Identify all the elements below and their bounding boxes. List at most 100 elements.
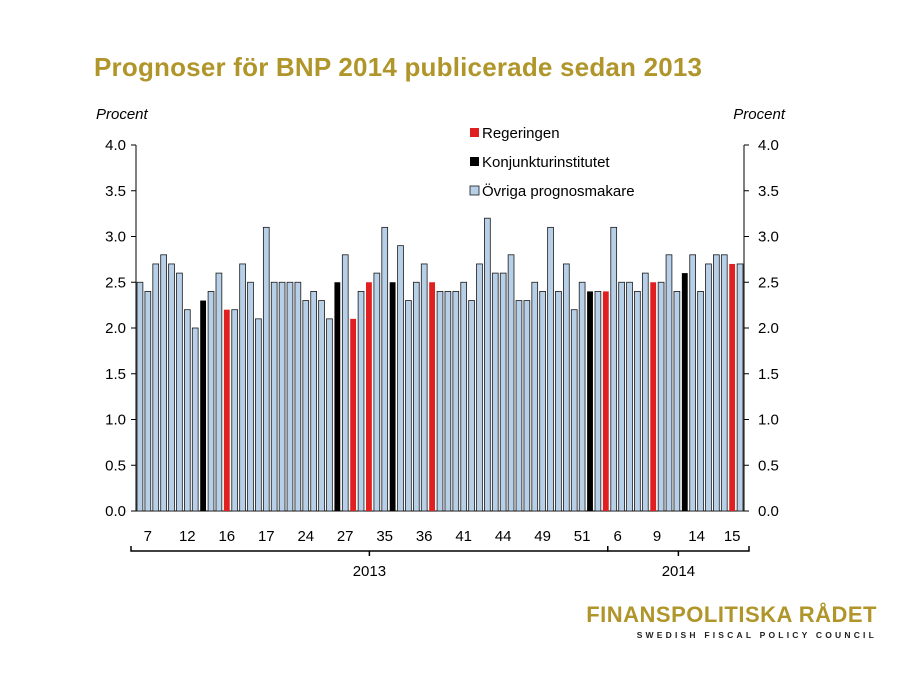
bar — [278, 281, 286, 512]
bar — [657, 281, 665, 512]
y-tick-label-right: 0.5 — [758, 457, 779, 474]
bar — [207, 290, 215, 512]
bar — [176, 272, 183, 512]
bar — [705, 263, 712, 512]
bar — [641, 272, 649, 512]
bar — [310, 290, 317, 512]
bar — [610, 226, 618, 512]
legend: Regeringen Konjunkturinstitutet Övriga pro… — [469, 125, 635, 200]
x-tick-label: 24 — [297, 528, 314, 545]
x-tick-label: 16 — [218, 528, 235, 545]
bar — [444, 290, 452, 512]
legend-swatch-o — [469, 185, 480, 196]
bar — [729, 263, 736, 511]
bar — [373, 272, 381, 512]
x-tick-label: 9 — [653, 528, 661, 545]
bar — [665, 254, 673, 512]
bar — [136, 281, 144, 512]
legend-label: Övriga prognosmakare — [482, 182, 635, 200]
bar — [736, 263, 744, 512]
bar — [223, 309, 230, 511]
x-tick-labels: 7 12 16 17 24 27 35 36 41 44 49 51 6 9 14 15 2013 2014 — [130, 528, 750, 580]
x-tick-label: 6 — [614, 528, 622, 545]
bar — [547, 226, 554, 512]
bar — [366, 282, 372, 511]
bar — [215, 272, 223, 512]
bar — [318, 300, 325, 512]
x-tick-label: 12 — [179, 528, 196, 545]
y-tick-label-left: 3.5 — [105, 183, 126, 200]
bar — [578, 281, 586, 512]
bar — [563, 263, 570, 512]
y-tick-label-right: 2.5 — [758, 274, 779, 291]
bar — [350, 318, 357, 511]
logo: FINANSPOLITISKA RÅDET SWEDISH FISCAL POL… — [537, 602, 877, 640]
legend-label: Konjunkturinstitutet — [482, 154, 610, 171]
bar — [523, 300, 531, 512]
y-tick-label-left: 0.5 — [105, 457, 126, 474]
x-tick-label: 49 — [534, 528, 551, 545]
bar — [713, 254, 720, 512]
y-axis-label-right: Procent — [733, 106, 786, 123]
bar — [200, 300, 207, 511]
y-axis-label-left: Procent — [96, 106, 149, 123]
bar — [294, 281, 302, 512]
x-tick-label: 14 — [688, 528, 705, 545]
bar — [681, 273, 688, 511]
bar — [326, 318, 333, 512]
x-tick-label: 35 — [376, 528, 393, 545]
y-tick-label-left: 4.0 — [105, 137, 126, 154]
bars — [136, 217, 744, 512]
y-tick-label-right: 0.0 — [758, 503, 779, 520]
bar — [239, 263, 246, 512]
x-tick-label: 51 — [574, 528, 591, 545]
year-bracket — [130, 546, 609, 552]
y-tick-label-right: 1.0 — [758, 412, 779, 429]
bar — [262, 226, 270, 512]
y-tick-label-right: 3.0 — [758, 229, 779, 246]
bar — [302, 300, 310, 512]
y-tick-label-left: 3.0 — [105, 229, 126, 246]
bar — [144, 290, 152, 512]
chart-title: Prognoser för BNP 2014 publicerade sedan… — [94, 52, 703, 82]
bar — [484, 217, 491, 512]
legend-label: Regeringen — [482, 125, 560, 142]
year-label: 2013 — [353, 563, 386, 580]
legend-swatch-k — [470, 157, 479, 166]
x-tick-label: 41 — [455, 528, 472, 545]
bar — [341, 254, 349, 512]
y-tick-label-left: 2.5 — [105, 274, 126, 291]
bar — [436, 290, 444, 512]
bar — [507, 254, 515, 512]
bar — [491, 272, 499, 512]
logo-main-text: FINANSPOLITISKA RÅDET — [586, 602, 877, 627]
bar — [650, 282, 657, 511]
bar — [168, 263, 175, 512]
bar — [191, 327, 199, 512]
y-tick-label-left: 1.0 — [105, 412, 126, 429]
bar — [594, 290, 602, 512]
bar — [183, 309, 191, 512]
bar — [531, 281, 539, 512]
bar — [452, 290, 460, 512]
bar — [334, 282, 341, 511]
bar — [270, 281, 278, 512]
bar — [160, 254, 167, 512]
bar — [429, 282, 436, 511]
x-tick-label: 15 — [724, 528, 741, 545]
bar — [555, 290, 562, 512]
x-tick-label: 17 — [258, 528, 275, 545]
bar — [626, 281, 633, 512]
bar — [397, 245, 404, 512]
y-tick-label-right: 2.0 — [758, 320, 779, 337]
bar — [255, 318, 262, 512]
bar — [381, 226, 389, 512]
bar — [405, 300, 412, 512]
bar — [499, 272, 507, 512]
bar — [618, 281, 625, 512]
bar — [231, 309, 239, 512]
bar — [570, 309, 578, 512]
bar — [720, 254, 728, 512]
bar — [689, 254, 696, 512]
bar — [468, 300, 475, 512]
